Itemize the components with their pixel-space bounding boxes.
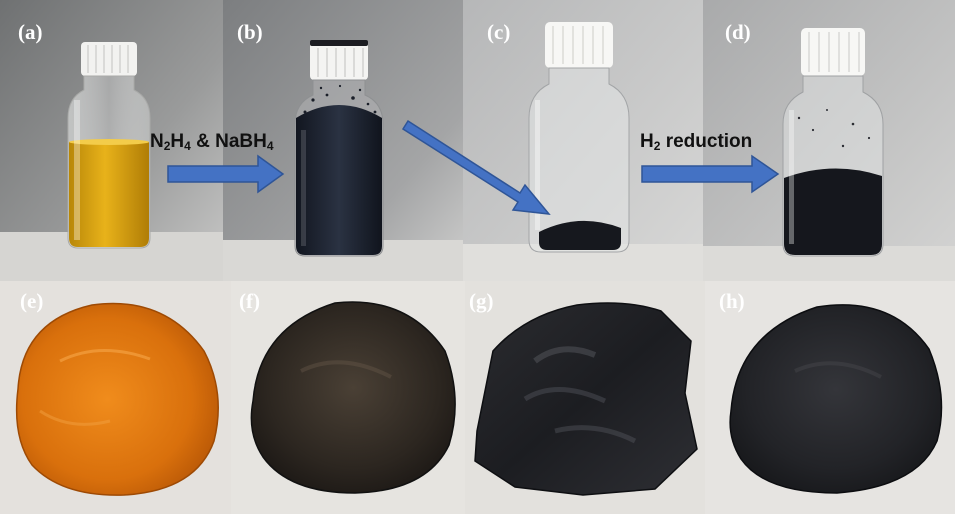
formula-sub-2c: 2 (653, 139, 661, 153)
formula-sub-4: 4 (184, 139, 191, 153)
formula-h2: H (640, 131, 654, 152)
arrow-second (401, 119, 551, 215)
panel-c: (c) (463, 0, 703, 281)
panel-f: (f) (231, 281, 465, 514)
panel-a: (a) (0, 0, 223, 281)
panel-label-c: (c) (487, 20, 511, 44)
vial-yellow-solution-photo (0, 0, 223, 281)
vial-powder-reduced-photo (703, 0, 955, 281)
formula-sub-4b: 4 (266, 139, 274, 153)
formula-reduction: reduction (660, 131, 753, 152)
panel-label-b: (b) (237, 20, 263, 44)
arrow-label-third: H2 reduction (640, 132, 752, 152)
panel-d: (d) (703, 0, 955, 281)
panel-h: (h) (705, 281, 955, 514)
arrows-overlay (167, 119, 780, 215)
formula-n: N (150, 131, 164, 152)
formula-sub-2: 2 (163, 139, 171, 153)
panel-label-f: (f) (239, 289, 260, 313)
panel-e: (e) (0, 281, 231, 514)
arrow-third (641, 154, 780, 194)
arrow-label-first: N2H4 & NaBH4 (150, 132, 274, 152)
black-reduced-film-photo (705, 281, 955, 514)
dark-brown-film-photo (231, 281, 465, 514)
panel-label-a: (a) (18, 20, 43, 44)
arrow-first (167, 154, 285, 194)
vial-powder-small-photo (463, 0, 703, 281)
panel-label-e: (e) (20, 289, 44, 313)
panel-label-d: (d) (725, 20, 751, 44)
formula-h: H (170, 131, 185, 152)
panel-label-h: (h) (719, 289, 745, 313)
orange-film-photo (0, 281, 231, 514)
panel-label-g: (g) (469, 289, 494, 313)
panel-g: (g) (465, 281, 705, 514)
black-film-photo (465, 281, 705, 514)
formula-nabh: & NaBH (190, 131, 267, 152)
